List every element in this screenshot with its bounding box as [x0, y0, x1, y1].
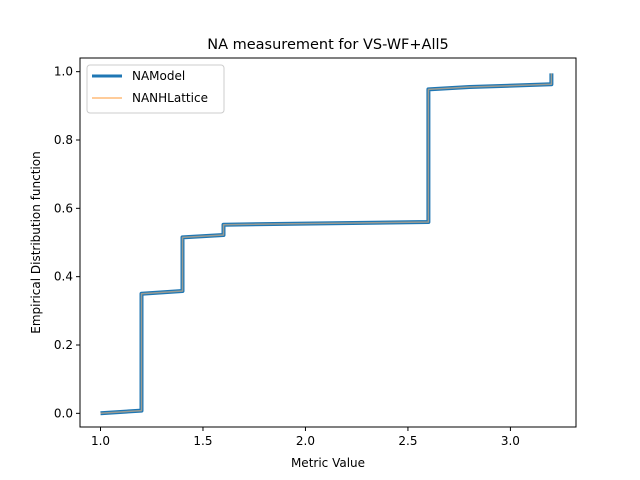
legend: NAModel NANHLattice	[86, 64, 225, 114]
series-line-1	[100, 73, 553, 415]
x-tick-label: 1.5	[193, 434, 212, 448]
y-tick-label: 0.6	[54, 201, 73, 215]
legend-label-1: NANHLattice	[132, 91, 208, 105]
plot-background	[80, 58, 576, 427]
y-tick-label: 0.2	[54, 338, 73, 352]
y-axis: 0.0 0.2 0.4 0.6 0.8 1.0	[54, 65, 80, 420]
y-tick-label: 1.0	[54, 65, 73, 79]
x-axis-title: Metric Value	[291, 456, 365, 470]
plot-area	[79, 57, 577, 428]
y-axis-title: Empirical Distribution function	[29, 151, 43, 333]
legend-label-0: NAModel	[132, 69, 185, 83]
y-tick-label: 0.0	[54, 406, 73, 420]
x-axis: 1.0 1.5 2.0 2.5 3.0	[91, 427, 520, 448]
x-tick-label: 2.0	[296, 434, 315, 448]
x-tick-label: 2.5	[398, 434, 417, 448]
x-tick-label: 1.0	[91, 434, 110, 448]
x-tick-label: 3.0	[501, 434, 520, 448]
chart-title: NA measurement for VS-WF+All5	[207, 37, 449, 53]
series-layer	[100, 73, 554, 416]
y-tick-label: 0.8	[54, 133, 73, 147]
y-tick-label: 0.4	[54, 270, 73, 284]
plot-frame	[79, 57, 577, 428]
